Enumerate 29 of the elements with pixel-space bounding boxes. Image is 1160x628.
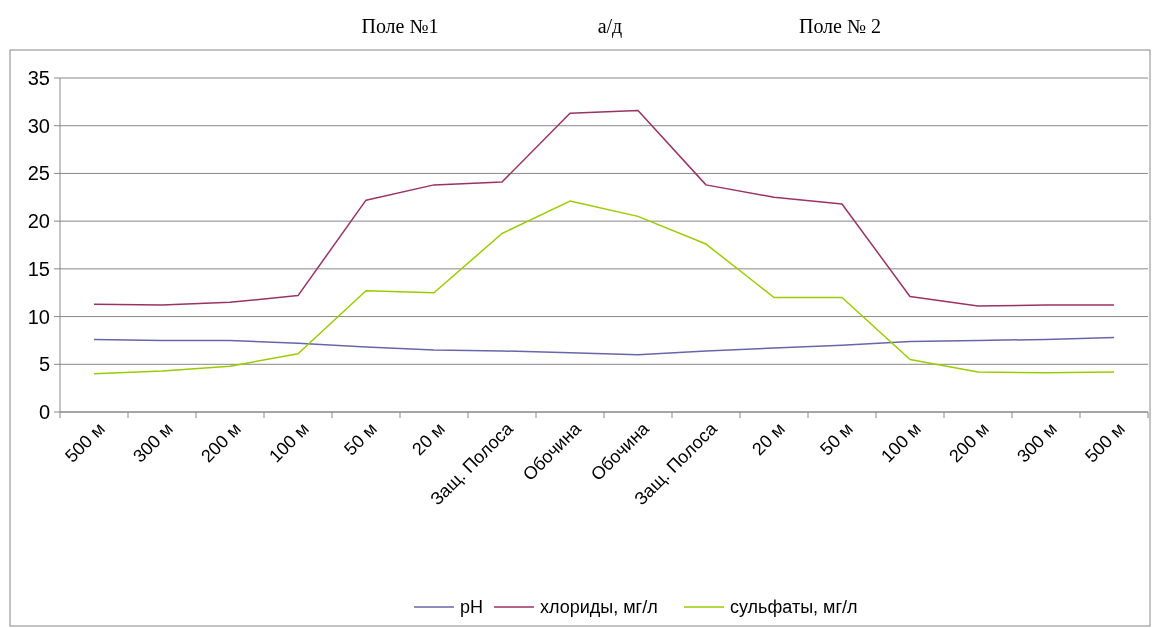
x-tick-label: 300 м [129,418,177,467]
x-tick-label: 200 м [197,418,245,467]
line-series [93,109,1115,307]
x-tick-label: 200 м [945,418,993,467]
line-series [93,200,1115,375]
x-tick-label: 100 м [877,418,925,467]
text: Поле №1 [361,15,439,37]
y-tick-label: 5 [38,353,50,376]
y-tick-label: 0 [38,401,50,423]
x-tick-label: 300 м [1013,418,1061,467]
text: Поле № 2 [798,15,882,37]
x-tick-label: 50 м [816,418,857,460]
x-tick-label: 100 м [265,418,313,467]
legend-label: pH [460,597,484,618]
y-tick-label: 15 [27,257,50,280]
x-tick-label: 500 м [61,418,109,467]
y-tick-label: 10 [27,305,50,328]
x-tick-label: 20 м [408,418,449,460]
y-tick-label: 35 [27,67,50,89]
y-tick-label: 20 [27,210,50,233]
y-tick-label: 30 [27,114,50,137]
legend-label: хлориды, мг/л [540,597,658,618]
y-tick-label: 25 [27,162,50,185]
x-tick-label: 50 м [340,418,381,460]
text: а/д [597,15,623,38]
line-series [93,336,1115,356]
x-tick-label: 20 м [748,418,789,460]
x-tick-label: 500 м [1081,418,1129,467]
legend-label: сульфаты, мг/л [730,597,858,618]
